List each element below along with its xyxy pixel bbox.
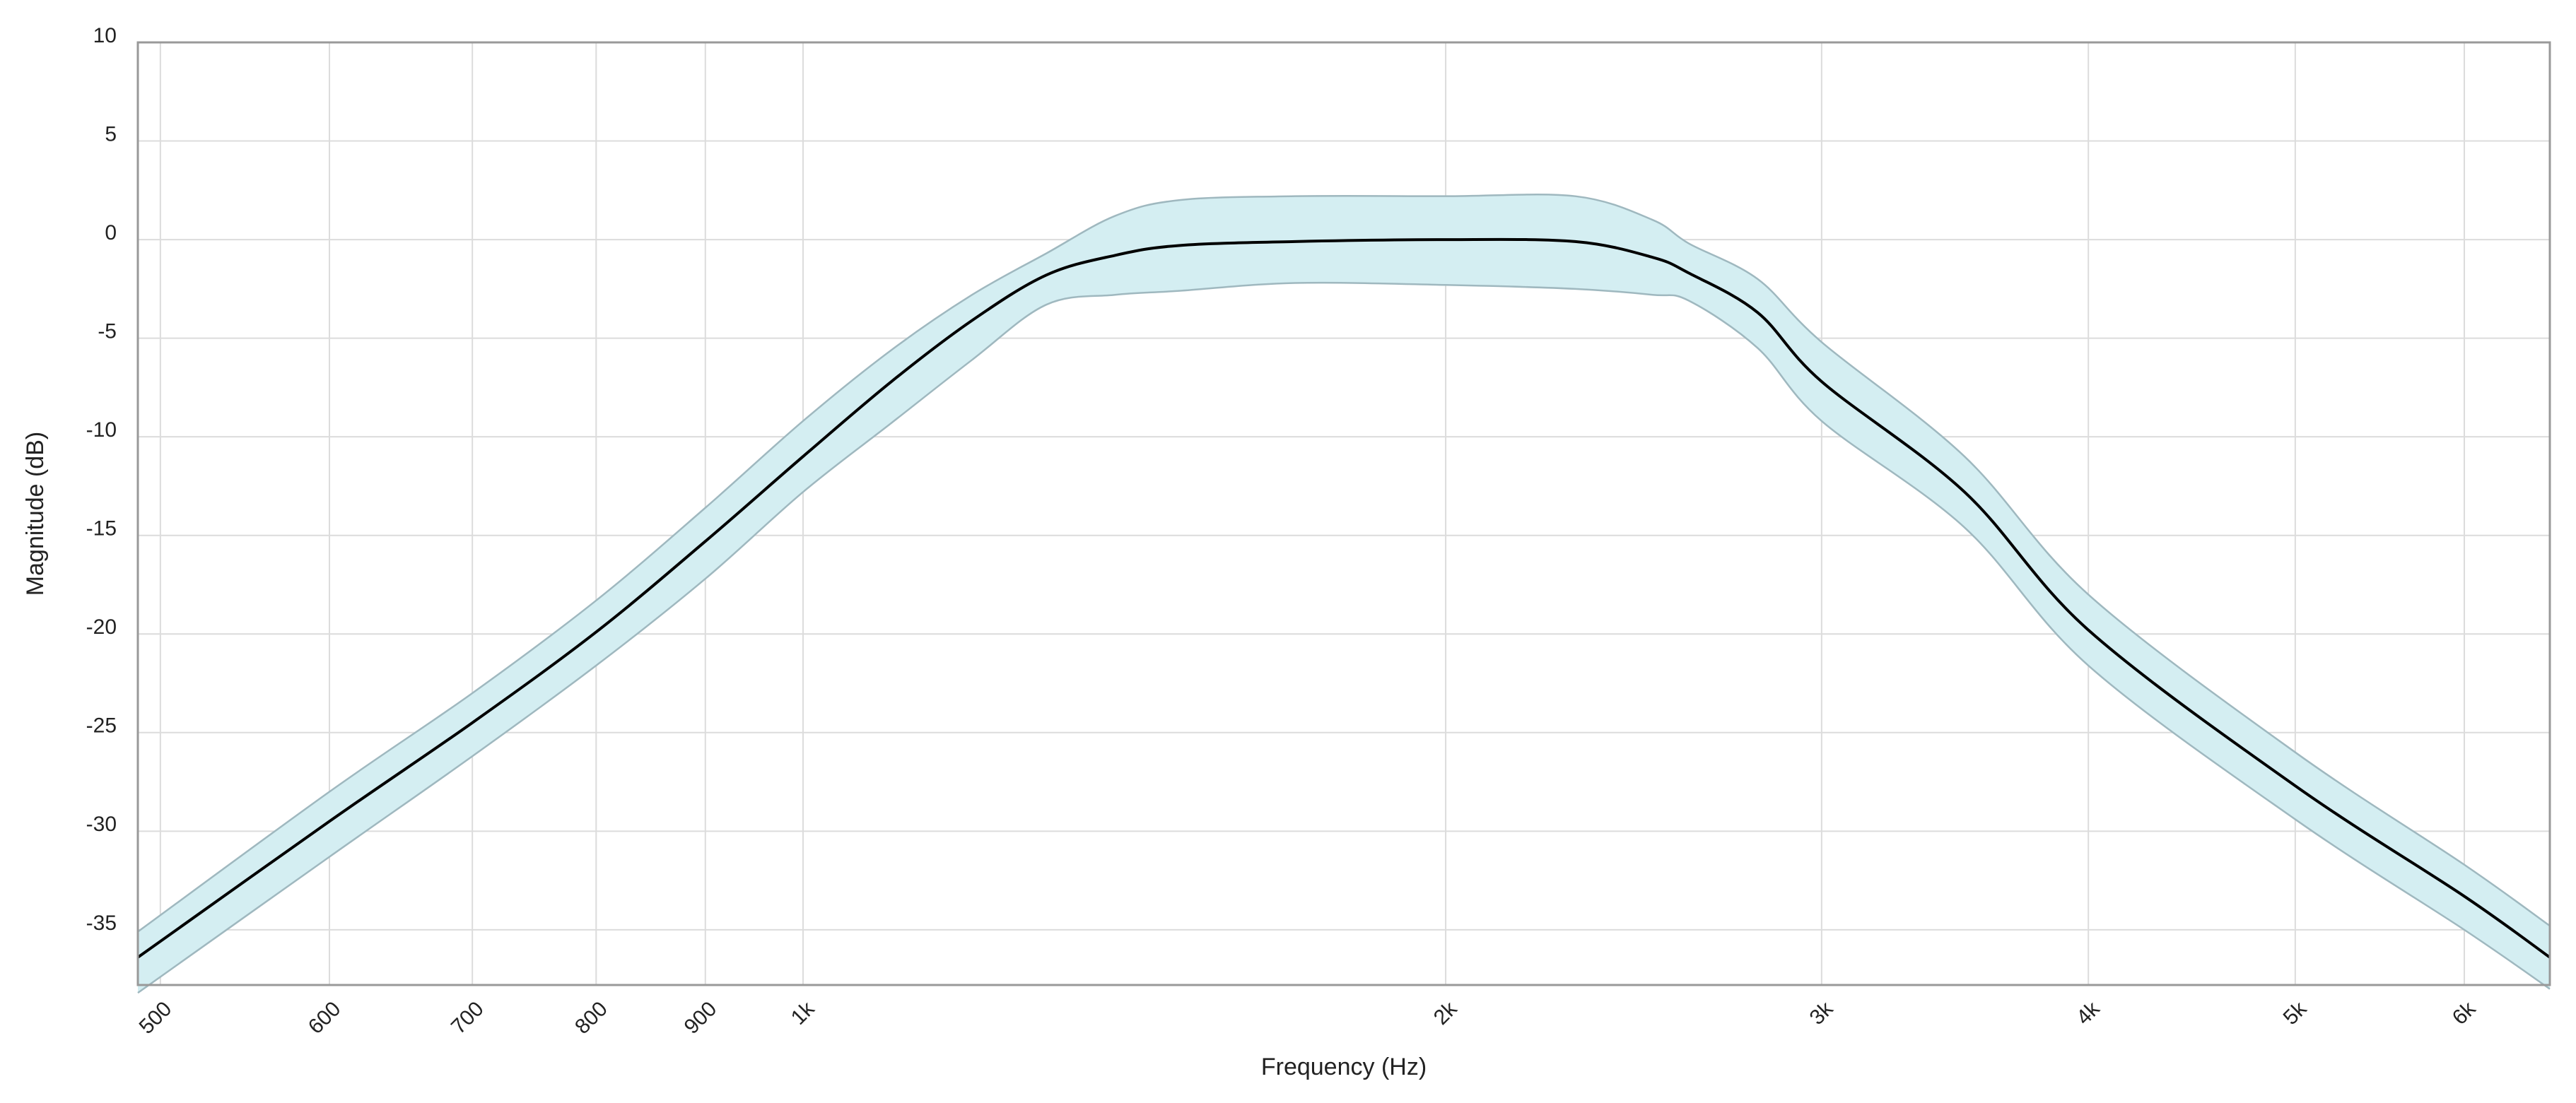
plot-frame [136, 41, 2551, 986]
y-tick-label: -35 [86, 912, 117, 935]
x-tick-label: 900 [680, 997, 722, 1039]
x-tick-label: 6k [2448, 997, 2481, 1030]
line [136, 237, 2551, 959]
y-tick-label: -20 [86, 615, 117, 639]
y-tick-label: 5 [105, 122, 117, 146]
x-tick-label: 4k [2072, 997, 2104, 1030]
x-axis-title: Frequency (Hz) [1261, 1054, 1427, 1080]
y-tick-label: 0 [105, 221, 117, 244]
y-tick-label: -5 [98, 320, 117, 343]
y-tick-label: -25 [86, 714, 117, 738]
band-lower-edge [137, 281, 2551, 994]
confidence-band [138, 194, 2550, 993]
y-tick-label: 10 [93, 24, 117, 47]
y-tick-label: -10 [86, 418, 117, 442]
y-tick-label: -15 [86, 517, 117, 541]
x-tick-label: 500 [135, 997, 177, 1039]
y-axis-title: Magnitude (dB) [22, 432, 49, 596]
x-tick-label: 1k [787, 997, 819, 1030]
x-tick-label: 3k [1805, 997, 1838, 1030]
x-tick-label: 800 [570, 997, 612, 1039]
x-tick-label: 5k [2279, 997, 2312, 1030]
x-tick-label: 700 [447, 997, 488, 1039]
y-tick-label: -30 [86, 813, 117, 836]
band-upper-edge [137, 193, 2551, 933]
x-tick-label: 600 [304, 997, 346, 1039]
x-tick-label: 2k [1429, 997, 1462, 1030]
